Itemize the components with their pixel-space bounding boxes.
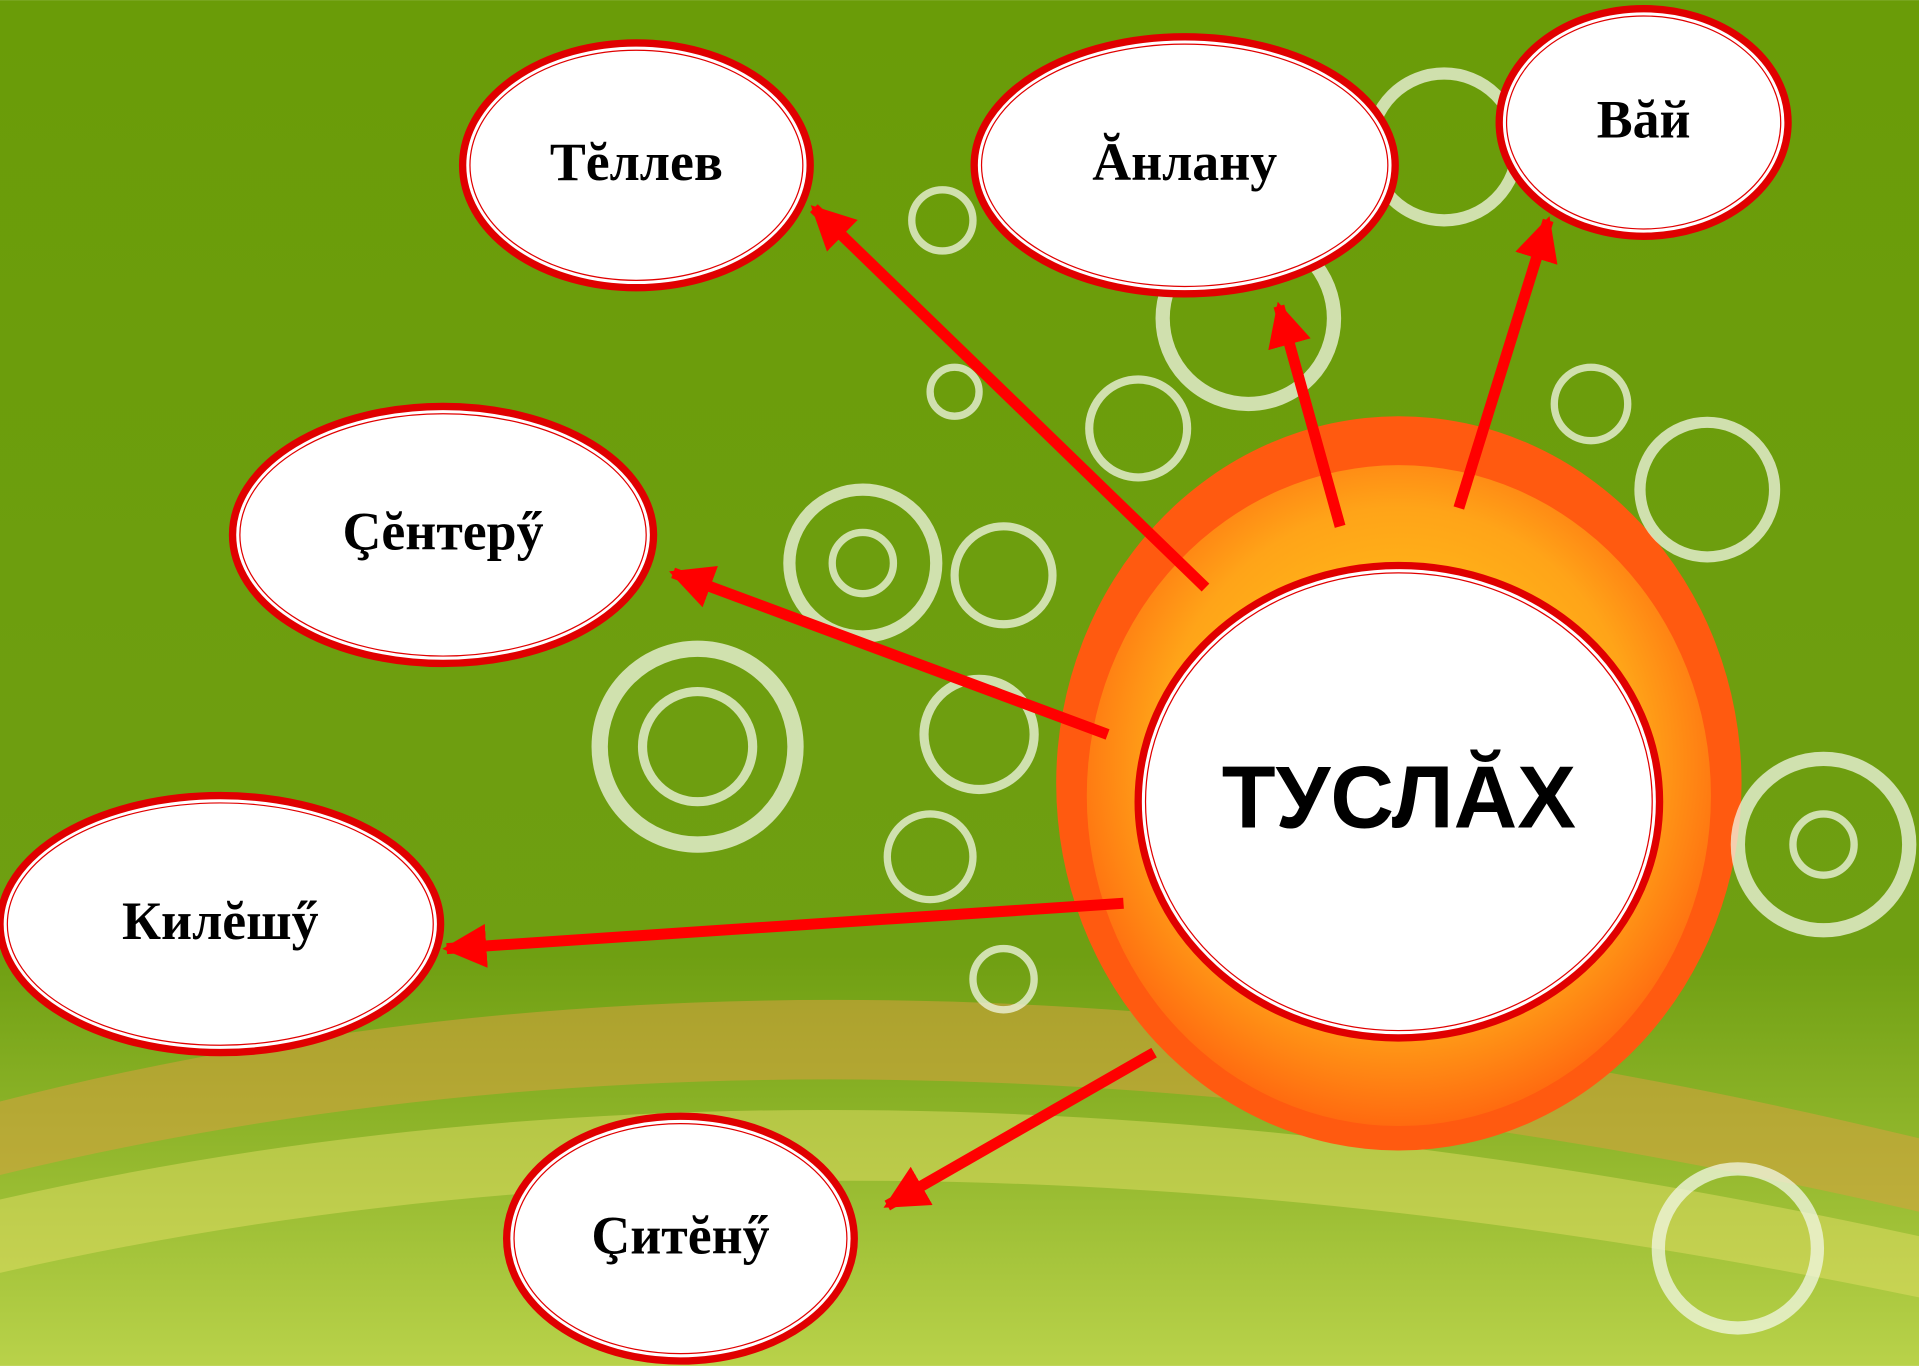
node-label: Çĕнтерӳ xyxy=(343,502,544,562)
center-label: ТУСЛĂХ xyxy=(1222,747,1576,846)
node-label: Вăй xyxy=(1597,89,1691,149)
node-label: Тĕллев xyxy=(550,132,723,192)
diagram: ТУСЛĂХ Тĕллев Ăнлану Вăй Çĕнтерӳ Килĕшӳ Çитĕнӳ xyxy=(0,0,1919,1366)
node-label: Килĕшӳ xyxy=(122,891,319,951)
node-label: Ăнлану xyxy=(1092,132,1277,192)
page: {"center":{"label":"ТУСЛĂХ"}, "nodes":[{… xyxy=(0,0,1919,1366)
node-label: Çитĕнӳ xyxy=(591,1205,769,1265)
